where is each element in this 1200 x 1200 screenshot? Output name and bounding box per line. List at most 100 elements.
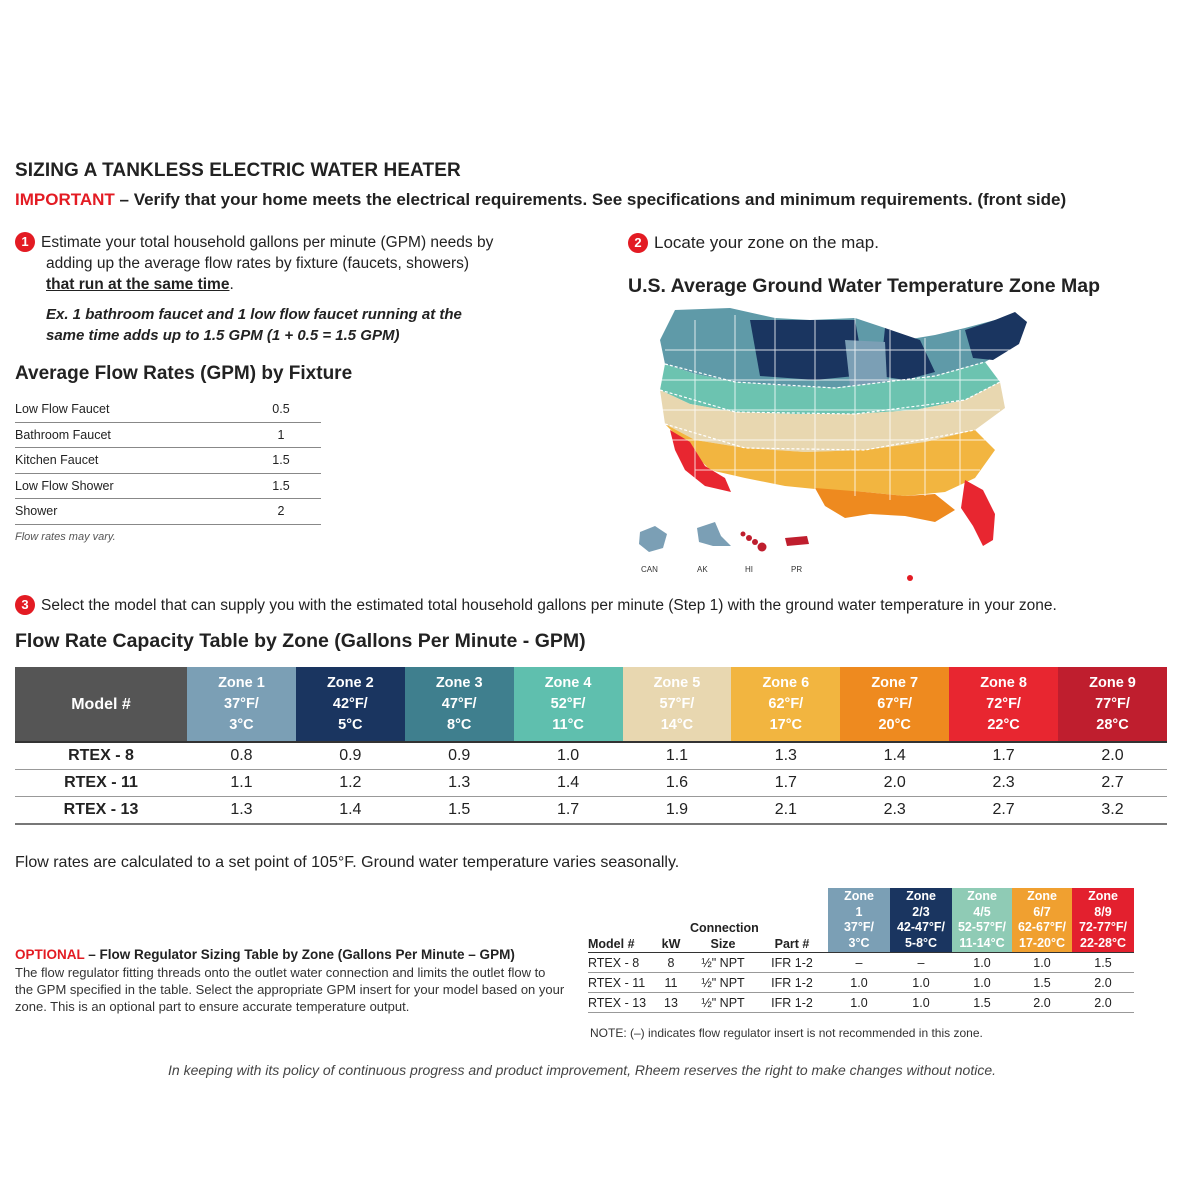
capacity-model-header: Model #	[15, 667, 187, 742]
capacity-value: 1.3	[731, 741, 841, 770]
capacity-zone-header: Zone 9 77°F/28°C	[1058, 667, 1167, 742]
reg-zone-header-line: 8/9	[1094, 904, 1112, 919]
capacity-zone-header: Zone 6 62°F/17°C	[731, 667, 841, 742]
reg-connection-header: Connection Size	[690, 888, 759, 953]
zone-header-label: Zone 2	[326, 674, 374, 691]
fixture-name: Low Flow Faucet	[15, 397, 241, 423]
inset-label-hi: HI	[745, 565, 753, 574]
reg-zone-header-line: 4/5	[973, 904, 991, 919]
flow-rate-row: Bathroom Faucet 1	[15, 422, 321, 448]
map-zone-plains-blue	[845, 340, 887, 386]
regulator-table: Model # kW Connection Size Part # Zone 1 3…	[588, 888, 1134, 1013]
capacity-row: RTEX - 11 1.1 1.2 1.3 1.4 1.6 1.7 2.0 2.3 2.7	[15, 769, 1167, 797]
zone-header-fahrenheit: 62°F/	[768, 695, 804, 712]
zone-header-fahrenheit: 77°F/	[1095, 695, 1130, 712]
zone-header-label: Zone 1	[218, 674, 265, 691]
regulator-row: RTEX - 8 8 ½" NPT IFR 1-2– –1.0 1.0 1.5	[588, 952, 1134, 973]
step3-instructions: 3 Select the model that can supply you wi…	[15, 595, 1057, 615]
reg-value: 1.5	[1072, 952, 1134, 973]
reg-zone-header-line: 42-47°F/	[896, 920, 946, 934]
capacity-model: RTEX - 8	[15, 741, 187, 770]
reg-value: –	[828, 952, 890, 973]
zone-header-fahrenheit: 42°F/	[332, 695, 368, 712]
reg-zone-header-line: 3°C	[848, 935, 870, 950]
zone-header-fahrenheit: 72°F/	[986, 695, 1021, 712]
capacity-value: 1.4	[513, 769, 623, 797]
capacity-zone-header: Zone 8 72°F/22°C	[949, 667, 1058, 742]
capacity-value: 2.3	[840, 796, 950, 825]
capacity-value: 2.3	[949, 769, 1058, 797]
map-inset-can	[639, 526, 667, 552]
zone-header-celsius: 22°C	[987, 716, 1020, 733]
reg-zone-header-line: Zone	[967, 889, 997, 903]
reg-value: 1.0	[828, 972, 890, 993]
reg-value: 2.0	[1072, 972, 1134, 993]
flow-rates-table: Low Flow Faucet 0.5 Bathroom Faucet 1 Kitche…	[15, 397, 321, 525]
reg-size-label: Size	[710, 936, 736, 951]
inset-label-pr: PR	[791, 565, 802, 574]
zone-header-fahrenheit: 37°F/	[224, 695, 259, 712]
reg-size: ½" NPT	[690, 992, 756, 1013]
reg-value: 1.0	[1012, 952, 1072, 973]
zone-header-celsius: 14°C	[660, 716, 694, 733]
reg-value: 1.0	[952, 952, 1012, 973]
capacity-zone-header: Zone 4 52°F/11°C	[513, 667, 623, 742]
capacity-value: 2.0	[1058, 741, 1167, 770]
reg-zone-header: Zone 8/9 72-77°F/22-28°C	[1072, 888, 1134, 953]
important-text: – Verify that your home meets the electr…	[114, 190, 1067, 209]
zone-header-celsius: 3°C	[229, 716, 254, 733]
step2-badge: 2	[628, 233, 648, 253]
capacity-value: 1.7	[949, 741, 1058, 770]
reg-zone-header-line: 72-77°F/	[1078, 920, 1128, 934]
reg-model: RTEX - 11	[588, 972, 652, 993]
reg-model: RTEX - 8	[588, 952, 652, 973]
capacity-model: RTEX - 13	[15, 796, 187, 825]
step3-text: Select the model that can supply you wit…	[41, 597, 1057, 614]
flow-rate-row: Low Flow Shower 1.5	[15, 473, 321, 499]
zone-header-fahrenheit: 47°F/	[441, 695, 477, 712]
capacity-table: Model # Zone 1 37°F/3°C Zone 2 42°F/5°C Zone…	[15, 667, 1167, 825]
reg-zone-header-line: Zone	[844, 889, 874, 903]
zone-header-celsius: 17°C	[769, 716, 803, 733]
step2-text: Locate your zone on the map.	[654, 233, 879, 252]
zone-header-celsius: 11°C	[552, 716, 584, 733]
map-zone-gulf	[815, 488, 955, 522]
map-zone-great-lakes	[880, 328, 935, 380]
reg-value: 1.5	[1012, 972, 1072, 993]
reg-value: 1.0	[828, 992, 890, 1013]
reg-part: IFR 1-2	[756, 992, 828, 1013]
capacity-zone-header: Zone 7 67°F/20°C	[840, 667, 950, 742]
reg-zone-header-line: 37°F/	[843, 920, 874, 934]
map-zone-florida	[961, 480, 995, 546]
reg-model-header: Model #	[588, 936, 635, 951]
zone-header-fahrenheit: 52°F/	[550, 695, 586, 712]
step1-badge: 1	[15, 232, 35, 252]
reg-zone-header-line: 22-28°C	[1080, 935, 1126, 950]
regulator-note: NOTE: (–) indicates flow regulator inser…	[590, 1026, 983, 1040]
reg-part: IFR 1-2	[756, 952, 828, 973]
fixture-name: Shower	[15, 498, 241, 525]
regulator-row: RTEX - 11 11 ½" NPT IFR 1-2 1.0 1.0 1.0 1.5 2.0	[588, 972, 1134, 993]
inset-label-can: CAN	[641, 565, 658, 574]
map-zone-mid	[660, 382, 1005, 452]
fixture-gpm: 1	[241, 422, 321, 448]
zone-header-label: Zone 7	[871, 674, 919, 691]
capacity-row: RTEX - 13 1.3 1.4 1.5 1.7 1.9 2.1 2.3 2.7 3.2	[15, 796, 1167, 825]
reg-part: IFR 1-2	[756, 972, 828, 993]
footer-disclaimer: In keeping with its policy of continuous…	[168, 1062, 996, 1078]
step1-instructions: 1 Estimate your total household gallons p…	[15, 232, 575, 295]
capacity-value: 1.3	[187, 796, 296, 825]
reg-zone-header-line: 17-20°C	[1019, 935, 1065, 950]
capacity-value: 2.7	[1058, 769, 1167, 797]
zone-header-label: Zone 8	[980, 674, 1027, 691]
reg-zone-header-line: 6/7	[1033, 904, 1051, 919]
important-label: IMPORTANT	[15, 190, 115, 209]
step1-example: Ex. 1 bathroom faucet and 1 low flow fau…	[46, 304, 586, 346]
map-inset-hi	[740, 531, 767, 552]
capacity-row: RTEX - 8 0.8 0.9 0.9 1.0 1.1 1.3 1.4 1.7 2.0	[15, 741, 1167, 770]
zone-header-fahrenheit: 57°F/	[659, 695, 695, 712]
capacity-value: 1.0	[513, 741, 623, 770]
reg-zone-header-line: 11-14°C	[959, 935, 1005, 950]
reg-value: 2.0	[1072, 992, 1134, 1013]
map-zone-dividers	[659, 361, 1001, 451]
